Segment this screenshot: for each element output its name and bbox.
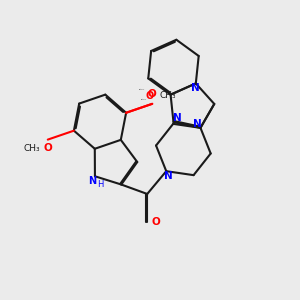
Text: N: N [173, 113, 182, 123]
Text: methoxy: methoxy [139, 89, 146, 90]
Text: N: N [164, 171, 173, 181]
Text: N: N [193, 119, 202, 129]
Text: O: O [44, 143, 52, 153]
Text: CH₃: CH₃ [24, 143, 40, 152]
Text: O: O [146, 92, 154, 101]
Text: O: O [152, 217, 160, 226]
Text: H: H [97, 180, 103, 189]
Text: O: O [148, 89, 157, 99]
Text: CH₃: CH₃ [160, 91, 176, 100]
Text: N: N [88, 176, 96, 186]
Text: N: N [191, 83, 200, 93]
Text: methoxy: methoxy [141, 98, 147, 100]
